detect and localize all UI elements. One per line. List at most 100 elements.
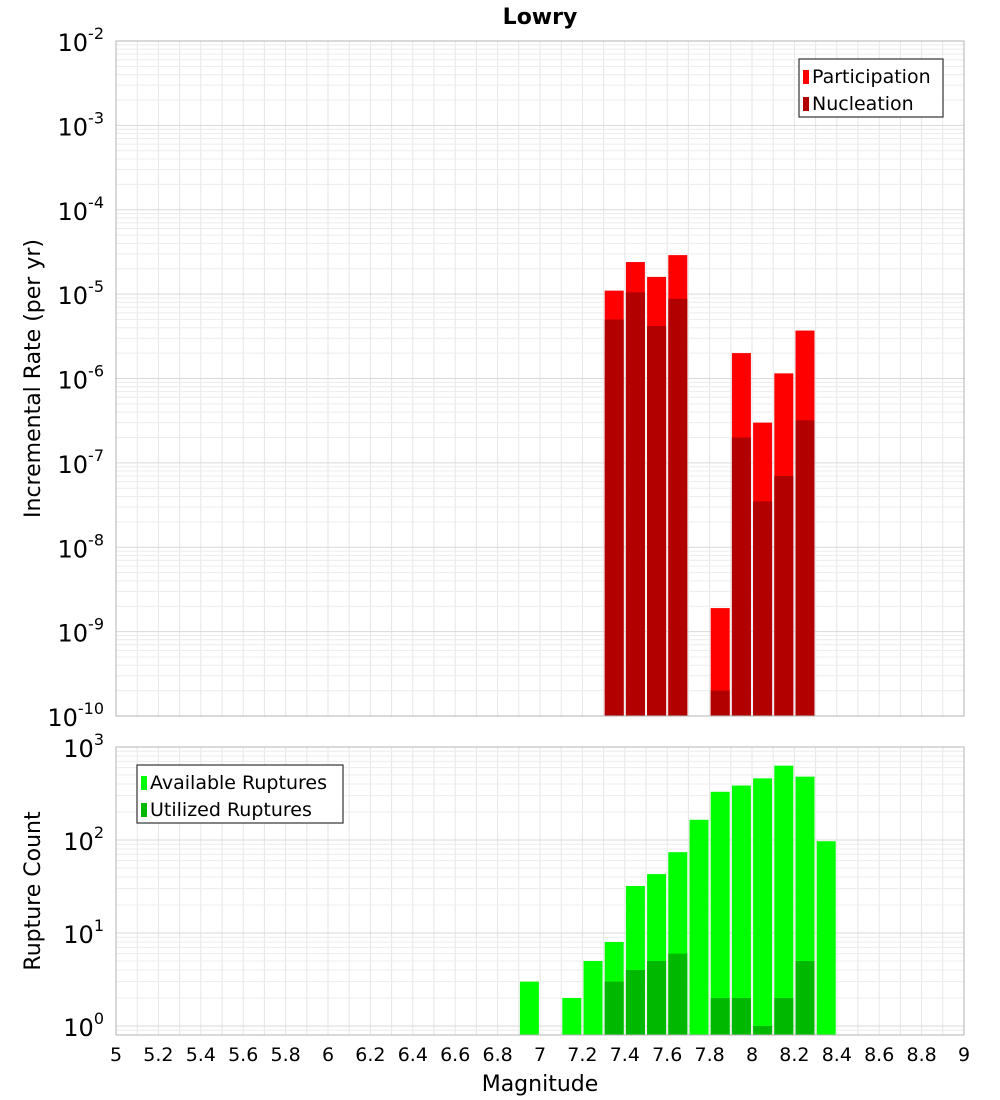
bar-nucleation xyxy=(731,437,751,716)
y-tick-exponent: 2 xyxy=(94,823,104,842)
bar-available-ruptures xyxy=(753,778,773,1035)
bar-utilized-ruptures xyxy=(604,981,624,1035)
legend-swatch xyxy=(803,70,809,84)
y-tick-base: 10 xyxy=(47,704,78,732)
y-tick-exponent: -5 xyxy=(88,277,104,296)
bar-available-ruptures xyxy=(689,819,709,1035)
bar-nucleation xyxy=(774,475,794,716)
y-axis-title: Rupture Count xyxy=(21,811,46,971)
bar-nucleation xyxy=(753,501,773,716)
legend-swatch xyxy=(141,803,147,817)
bar-nucleation xyxy=(668,298,688,716)
x-tick-label: 7.2 xyxy=(567,1044,597,1066)
bar-available-ruptures xyxy=(583,960,603,1035)
bar-utilized-ruptures xyxy=(731,997,751,1035)
x-tick-label: 8.2 xyxy=(779,1044,809,1066)
y-tick-label: 10-7 xyxy=(58,446,105,479)
x-tick-label: 5 xyxy=(110,1044,122,1066)
legend-box xyxy=(136,764,344,824)
legend: Available Ruptures Utilized Ruptures xyxy=(136,764,344,824)
y-tick-label: 100 xyxy=(63,1009,104,1042)
x-tick-label: 8.6 xyxy=(864,1044,894,1066)
x-tick-label: 6.2 xyxy=(355,1044,385,1066)
bar-nucleation xyxy=(710,690,730,716)
bar-available-ruptures xyxy=(562,997,582,1035)
legend-label: Participation xyxy=(812,66,931,88)
bar-available-ruptures xyxy=(816,841,836,1035)
x-tick-label: 8.4 xyxy=(822,1044,852,1066)
legend-label: Nucleation xyxy=(812,93,914,115)
bar-nucleation xyxy=(604,319,624,716)
legend-swatch xyxy=(141,776,147,790)
y-tick-base: 10 xyxy=(58,451,89,479)
bar-participation xyxy=(710,608,730,716)
x-tick-label: 6 xyxy=(322,1044,334,1066)
y-tick-exponent: -10 xyxy=(78,699,104,718)
bar-available-ruptures xyxy=(710,791,730,1035)
y-tick-label: 103 xyxy=(63,730,104,763)
y-tick-label: 101 xyxy=(63,916,104,949)
y-tick-exponent: -4 xyxy=(88,193,104,212)
y-tick-base: 10 xyxy=(58,367,89,395)
y-tick-exponent: -9 xyxy=(88,615,104,634)
bar-utilized-ruptures xyxy=(753,1025,773,1035)
y-tick-exponent: -2 xyxy=(88,24,104,43)
y-tick-exponent: -7 xyxy=(88,446,104,465)
x-tick-label: 6.8 xyxy=(482,1044,512,1066)
bar-utilized-ruptures xyxy=(668,953,688,1035)
grid-lines xyxy=(115,40,965,717)
x-tick-label: 9 xyxy=(958,1044,970,1066)
bar-available-ruptures xyxy=(774,765,794,1035)
bar-nucleation xyxy=(795,420,815,716)
y-tick-base: 10 xyxy=(58,29,89,57)
y-tick-base: 10 xyxy=(63,1014,94,1042)
legend-swatch xyxy=(803,97,809,111)
x-tick-label: 7 xyxy=(534,1044,546,1066)
plot-frame xyxy=(115,40,965,717)
series-utilized-ruptures xyxy=(604,953,815,1035)
y-tick-exponent: -8 xyxy=(88,530,104,549)
x-tick-label: 6.4 xyxy=(398,1044,428,1066)
chart-title: Lowry xyxy=(503,5,578,30)
y-tick-exponent: -6 xyxy=(88,362,104,381)
y-tick-base: 10 xyxy=(58,282,89,310)
y-tick-base: 10 xyxy=(63,828,94,856)
y-tick-exponent: 1 xyxy=(94,916,104,935)
legend-label: Utilized Ruptures xyxy=(150,799,312,821)
bar-available-ruptures xyxy=(731,785,751,1035)
y-tick-base: 10 xyxy=(58,535,89,563)
x-tick-label: 5.8 xyxy=(270,1044,300,1066)
x-tick-label: 8 xyxy=(746,1044,758,1066)
y-tick-base: 10 xyxy=(58,113,89,141)
x-tick-label: 5.4 xyxy=(186,1044,216,1066)
bar-available-ruptures xyxy=(519,981,539,1035)
x-tick-label: 5.6 xyxy=(228,1044,258,1066)
y-tick-label: 10-10 xyxy=(47,699,104,732)
legend-box xyxy=(798,58,944,118)
y-tick-label: 10-2 xyxy=(58,24,105,57)
y-tick-base: 10 xyxy=(63,921,94,949)
x-tick-label: 7.8 xyxy=(694,1044,724,1066)
y-axis-title: Incremental Rate (per yr) xyxy=(21,239,46,518)
bar-utilized-ruptures xyxy=(710,997,730,1035)
bar-utilized-ruptures xyxy=(795,960,815,1035)
y-tick-label: 10-5 xyxy=(58,277,105,310)
y-tick-label: 10-4 xyxy=(58,193,105,226)
y-tick-label: 10-8 xyxy=(58,530,105,563)
y-tick-label: 10-9 xyxy=(58,615,105,648)
bar-nucleation xyxy=(625,292,645,716)
y-tick-base: 10 xyxy=(63,735,94,763)
x-tick-labels: 5 5.2 5.4 5.6 5.8 6 6.2 6.4 6.6 6.8 7 7.2 7.4 7.6 7.8 8… xyxy=(110,1044,970,1066)
panel-1: 10-1010-910-810-710-610-510-410-310-2Inc… xyxy=(21,5,965,732)
bar-utilized-ruptures xyxy=(625,969,645,1035)
x-tick-label: 8.8 xyxy=(906,1044,936,1066)
y-tick-base: 10 xyxy=(58,620,89,648)
x-tick-label: 5.2 xyxy=(143,1044,173,1066)
legend-label: Available Ruptures xyxy=(150,772,327,794)
x-axis-title: Magnitude xyxy=(482,1072,599,1097)
series-nucleation xyxy=(604,292,815,716)
bar-nucleation xyxy=(647,325,667,716)
